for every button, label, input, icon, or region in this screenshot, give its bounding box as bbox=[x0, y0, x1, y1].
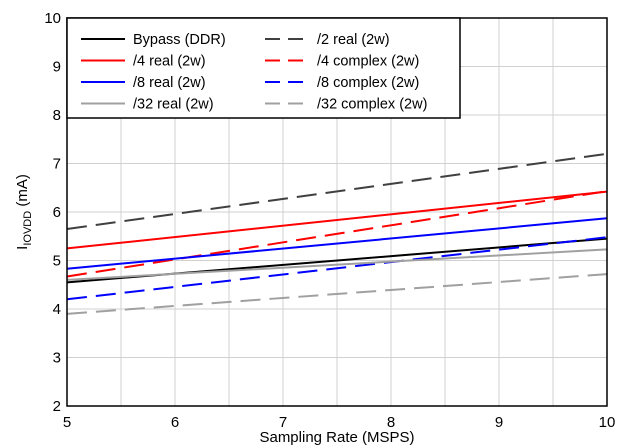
y-tick-labels: 2 3 4 5 6 7 8 9 10 bbox=[44, 10, 61, 415]
series-line bbox=[66, 217, 608, 270]
y-tick-label: 8 bbox=[53, 107, 61, 124]
x-tick-label: 9 bbox=[495, 414, 503, 431]
y-tick-label: 4 bbox=[53, 301, 61, 318]
legend-entry-label: /32 complex (2w) bbox=[317, 97, 427, 113]
series-line bbox=[66, 190, 608, 250]
legend-entry-label: /32 real (2w) bbox=[133, 97, 214, 113]
series-line bbox=[66, 190, 608, 278]
series-line bbox=[66, 273, 608, 315]
x-tick-label: 8 bbox=[387, 414, 395, 431]
legend: Bypass (DDR) /2 real (2w) /4 real (2w) /4 c… bbox=[66, 17, 461, 119]
y-tick-label: 3 bbox=[53, 350, 61, 367]
legend-entry-label: /8 real (2w) bbox=[133, 75, 206, 91]
y-tick-label: 9 bbox=[53, 59, 61, 76]
y-axis-label: IIOVDD (mA) bbox=[14, 174, 34, 250]
series-line bbox=[66, 248, 608, 281]
y-tick-label: 7 bbox=[53, 156, 61, 173]
y-axis-label-unit: (mA) bbox=[14, 174, 31, 211]
x-tick-label: 7 bbox=[279, 414, 287, 431]
legend-entry-label: /4 real (2w) bbox=[133, 54, 206, 70]
y-tick-label: 2 bbox=[53, 398, 61, 415]
x-axis-label: Sampling Rate (MSPS) bbox=[259, 429, 414, 446]
y-tick-label: 5 bbox=[53, 253, 61, 270]
series-lines bbox=[66, 152, 608, 315]
y-tick-label: 10 bbox=[44, 10, 61, 27]
y-tick-label: 6 bbox=[53, 204, 61, 221]
legend-entry-label: /4 complex (2w) bbox=[317, 54, 419, 70]
legend-entry-label: /2 real (2w) bbox=[317, 32, 390, 48]
y-axis-label-main: I bbox=[14, 246, 31, 250]
x-tick-label: 5 bbox=[63, 414, 71, 431]
x-tick-labels: 5 6 7 8 9 10 bbox=[63, 414, 616, 431]
series-line bbox=[66, 152, 608, 230]
series-line bbox=[66, 236, 608, 301]
legend-box bbox=[66, 17, 461, 119]
legend-entry-label: Bypass (DDR) bbox=[133, 32, 226, 48]
legend-entry-label: /8 complex (2w) bbox=[317, 75, 419, 91]
y-axis-label-subscript: IOVDD bbox=[22, 211, 34, 246]
x-tick-label: 6 bbox=[171, 414, 179, 431]
x-tick-label: 10 bbox=[599, 414, 616, 431]
